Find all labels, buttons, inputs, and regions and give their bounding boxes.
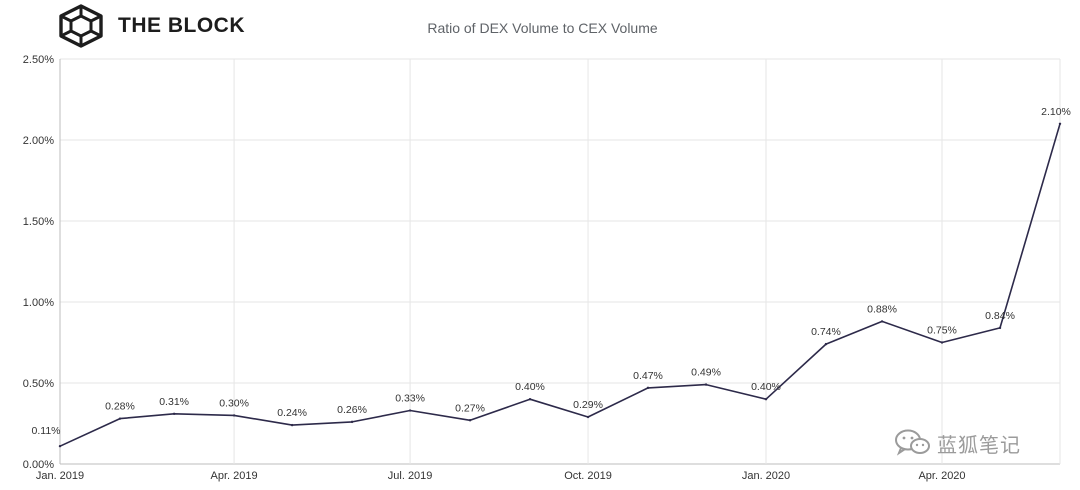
data-label: 0.31% [159,396,189,408]
brand-name: THE BLOCK [118,14,245,37]
data-label: 0.84% [985,310,1015,322]
data-point [704,383,708,386]
data-point [350,420,354,424]
cube-logo-icon [59,4,103,48]
data-point [646,386,650,390]
data-point [58,444,62,448]
data-label: 0.40% [515,381,545,393]
data-label: 0.74% [811,326,841,338]
y-tick-label: 0.50% [23,378,54,390]
data-label: 0.47% [633,370,663,382]
data-point [468,419,472,422]
data-point [586,415,590,419]
data-label: 0.29% [573,399,603,411]
series-line [59,123,1061,447]
data-label: 0.28% [105,401,135,413]
data-point [940,341,944,344]
x-tick-label: Jan. 2019 [36,470,84,482]
data-label: 0.40% [751,381,781,393]
x-tick-label: Jul. 2019 [388,470,433,482]
data-label: 0.27% [455,402,485,414]
data-label: 0.26% [337,404,367,416]
data-label: 0.24% [277,407,307,419]
x-tick-label: Oct. 2019 [564,470,612,482]
watermark-text: 蓝狐笔记 [937,432,1021,457]
x-tick-label: Apr. 2020 [918,470,965,482]
y-tick-label: 0.00% [23,459,54,471]
data-label: 0.33% [395,393,425,405]
data-point [824,342,828,346]
y-tick-label: 2.00% [23,135,54,147]
chart-title: Ratio of DEX Volume to CEX Volume [427,20,658,36]
data-point [118,417,122,420]
data-point [998,326,1002,330]
data-point [232,414,236,417]
x-tick-label: Jan. 2020 [742,470,790,482]
data-label: 0.88% [867,303,897,315]
data-label: 0.49% [691,367,721,379]
data-label: 0.30% [219,397,249,409]
data-label: 2.10% [1041,106,1071,118]
data-label: 0.11% [32,425,61,437]
data-point [528,398,532,401]
watermark: 蓝狐笔记 [893,428,1021,458]
data-point [290,423,294,427]
data-point [764,398,768,401]
y-tick-label: 2.50% [23,54,54,66]
y-tick-label: 1.50% [23,216,54,228]
data-point [172,412,176,415]
data-point [1058,122,1062,126]
y-tick-label: 1.00% [23,297,54,309]
data-point [880,320,884,323]
wechat-icon [895,429,930,456]
x-tick-label: Apr. 2019 [211,470,258,482]
brand-header: THE BLOCK [58,4,245,48]
data-label: 0.75% [927,325,957,337]
data-point [408,409,412,412]
